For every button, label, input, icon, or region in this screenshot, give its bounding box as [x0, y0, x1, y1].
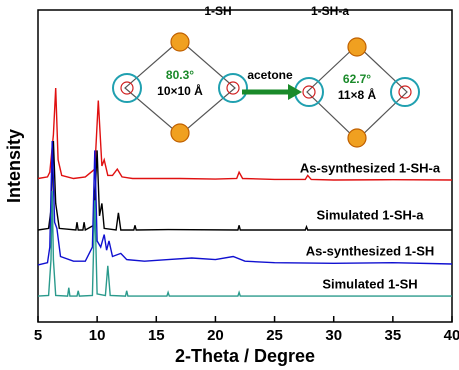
x-tick-label: 15	[148, 327, 165, 344]
x-tick-label: 40	[444, 327, 459, 344]
series-label: As-synthesized 1-SH	[306, 243, 435, 258]
annotation: 80.3°	[166, 68, 194, 82]
annotation: 1-SH-a	[311, 4, 349, 18]
x-tick-label: 25	[266, 327, 283, 344]
x-tick-label: 10	[89, 327, 106, 344]
x-tick-label: 35	[385, 327, 402, 344]
x-tick-label: 5	[34, 327, 42, 344]
annotation: 11×8 Å	[338, 87, 377, 102]
arrow	[242, 84, 302, 100]
x-axis-label: 2-Theta / Degree	[175, 346, 315, 366]
series-label: Simulated 1-SH	[322, 276, 417, 291]
series-label: Simulated 1-SH-a	[317, 207, 425, 222]
annotation: 10×10 Å	[157, 83, 203, 98]
series-label: As-synthesized 1-SH-a	[300, 160, 441, 175]
annotation: 62.7°	[343, 72, 371, 86]
annotation: 1-SH	[204, 4, 231, 18]
x-tick-label: 30	[325, 327, 342, 344]
x-tick-label: 20	[207, 327, 224, 344]
chart: 2-Theta / Degree Intensity 5 10 15 20 25 30 35…	[0, 0, 459, 370]
annotation: acetone	[247, 68, 293, 82]
y-axis-label: Intensity	[4, 129, 24, 203]
